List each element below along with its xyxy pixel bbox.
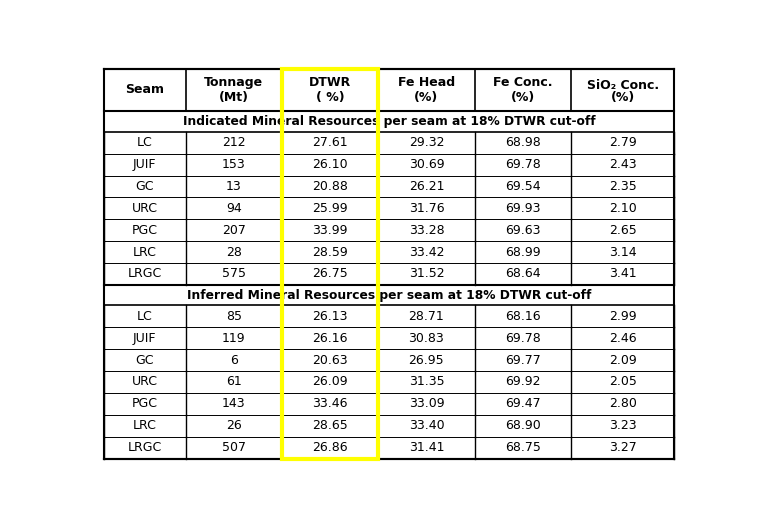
Text: 33.42: 33.42 — [408, 246, 444, 258]
Text: 69.92: 69.92 — [505, 375, 540, 388]
Text: 33.46: 33.46 — [313, 397, 348, 410]
Text: 13: 13 — [226, 180, 241, 193]
Text: 30.69: 30.69 — [408, 158, 444, 171]
Text: 3.23: 3.23 — [609, 419, 636, 432]
Text: 26.16: 26.16 — [313, 331, 348, 345]
Text: 2.05: 2.05 — [609, 375, 637, 388]
Text: 3.27: 3.27 — [609, 441, 637, 454]
Text: 94: 94 — [226, 202, 241, 215]
Text: 2.10: 2.10 — [609, 202, 637, 215]
Text: 153: 153 — [222, 158, 246, 171]
Text: 26.21: 26.21 — [408, 180, 444, 193]
Text: 143: 143 — [222, 397, 246, 410]
Text: JUIF: JUIF — [133, 158, 156, 171]
Text: 28: 28 — [226, 246, 242, 258]
Text: 69.47: 69.47 — [505, 397, 540, 410]
Text: 2.43: 2.43 — [609, 158, 636, 171]
Text: 68.16: 68.16 — [505, 310, 540, 323]
Text: 69.54: 69.54 — [505, 180, 540, 193]
Text: 68.98: 68.98 — [505, 136, 540, 149]
Text: DTWR
( %): DTWR ( %) — [309, 76, 351, 104]
Text: 26: 26 — [226, 419, 241, 432]
Text: 207: 207 — [222, 224, 246, 236]
Text: Inferred Mineral Resources per seam at 18% DTWR cut-off: Inferred Mineral Resources per seam at 1… — [187, 289, 591, 302]
Text: 212: 212 — [222, 136, 246, 149]
Text: 29.32: 29.32 — [408, 136, 444, 149]
Text: 25.99: 25.99 — [313, 202, 348, 215]
Text: 69.77: 69.77 — [505, 353, 540, 366]
Text: 31.76: 31.76 — [408, 202, 444, 215]
Text: 26.13: 26.13 — [313, 310, 348, 323]
Text: GC: GC — [135, 180, 154, 193]
Text: LC: LC — [137, 136, 153, 149]
Text: PGC: PGC — [132, 397, 158, 410]
Text: JUIF: JUIF — [133, 331, 156, 345]
Text: 68.64: 68.64 — [505, 267, 540, 280]
Text: 26.95: 26.95 — [408, 353, 444, 366]
Text: 119: 119 — [222, 331, 246, 345]
Text: 2.79: 2.79 — [609, 136, 637, 149]
Text: 28.71: 28.71 — [408, 310, 444, 323]
Text: (%): (%) — [610, 91, 635, 104]
Text: 69.78: 69.78 — [505, 158, 540, 171]
Text: 20.63: 20.63 — [313, 353, 348, 366]
Text: 69.78: 69.78 — [505, 331, 540, 345]
Text: Seam: Seam — [125, 84, 164, 97]
Text: 575: 575 — [222, 267, 246, 280]
Text: 31.35: 31.35 — [408, 375, 444, 388]
Text: 33.99: 33.99 — [313, 224, 348, 236]
Text: GC: GC — [135, 353, 154, 366]
Text: LRC: LRC — [133, 246, 156, 258]
Text: 33.28: 33.28 — [408, 224, 444, 236]
Text: URC: URC — [132, 202, 158, 215]
Text: 507: 507 — [222, 441, 246, 454]
Text: 26.75: 26.75 — [312, 267, 348, 280]
Text: 27.61: 27.61 — [313, 136, 348, 149]
Text: 20.88: 20.88 — [312, 180, 348, 193]
Text: 2.46: 2.46 — [609, 331, 636, 345]
Text: Fe Conc.
(%): Fe Conc. (%) — [493, 76, 553, 104]
Text: 3.14: 3.14 — [609, 246, 636, 258]
Text: 31.52: 31.52 — [408, 267, 444, 280]
Text: 28.65: 28.65 — [312, 419, 348, 432]
Text: 33.40: 33.40 — [408, 419, 444, 432]
Text: 2.65: 2.65 — [609, 224, 637, 236]
Text: 2.09: 2.09 — [609, 353, 637, 366]
Text: 61: 61 — [226, 375, 241, 388]
Text: 26.86: 26.86 — [313, 441, 348, 454]
Text: 2.35: 2.35 — [609, 180, 637, 193]
Text: 28.59: 28.59 — [312, 246, 348, 258]
Text: 2.99: 2.99 — [609, 310, 636, 323]
Text: 2.80: 2.80 — [609, 397, 637, 410]
Text: URC: URC — [132, 375, 158, 388]
Text: 30.83: 30.83 — [408, 331, 444, 345]
Text: 69.93: 69.93 — [505, 202, 540, 215]
Text: 33.09: 33.09 — [408, 397, 444, 410]
Text: Indicated Mineral Resources per seam at 18% DTWR cut-off: Indicated Mineral Resources per seam at … — [183, 115, 595, 128]
Text: 85: 85 — [226, 310, 242, 323]
Text: 68.99: 68.99 — [505, 246, 540, 258]
Text: 26.09: 26.09 — [313, 375, 348, 388]
Text: 31.41: 31.41 — [408, 441, 444, 454]
Text: LRGC: LRGC — [128, 267, 162, 280]
Text: 68.75: 68.75 — [505, 441, 540, 454]
Text: LRC: LRC — [133, 419, 156, 432]
Text: Tonnage
(Mt): Tonnage (Mt) — [204, 76, 263, 104]
Text: PGC: PGC — [132, 224, 158, 236]
Text: LC: LC — [137, 310, 153, 323]
Text: 69.63: 69.63 — [505, 224, 540, 236]
Text: 6: 6 — [230, 353, 238, 366]
Text: 68.90: 68.90 — [505, 419, 540, 432]
Text: LRGC: LRGC — [128, 441, 162, 454]
Text: Fe Head
(%): Fe Head (%) — [398, 76, 455, 104]
Text: 3.41: 3.41 — [609, 267, 636, 280]
Text: SiO₂ Conc.: SiO₂ Conc. — [587, 79, 659, 92]
Text: 26.10: 26.10 — [313, 158, 348, 171]
